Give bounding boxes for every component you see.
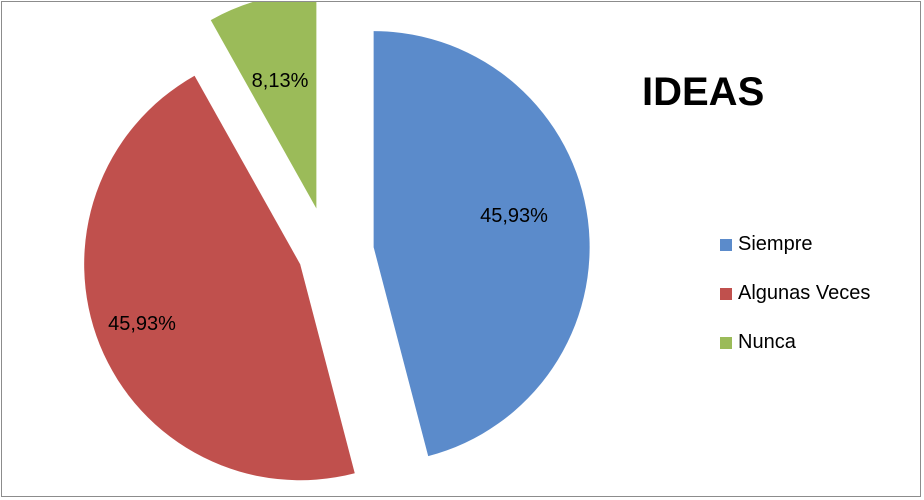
legend-item-algunas-veces: Algunas Veces: [720, 281, 870, 306]
pie-slice-siempre: [373, 31, 590, 457]
pie-slice-nunca: [210, 2, 317, 209]
slice-label-algunas-veces: 45,93%: [108, 313, 176, 335]
legend-swatch-nunca: [720, 336, 732, 349]
legend-item-nunca: Nunca: [720, 330, 870, 355]
legend-item-siempre: Siempre: [720, 232, 870, 257]
legend-swatch-siempre: [720, 238, 732, 251]
legend-label-siempre: Siempre: [738, 233, 813, 255]
legend-label-nunca: Nunca: [738, 331, 796, 353]
slice-label-siempre: 45,93%: [480, 205, 548, 227]
legend-label-algunas-veces: Algunas Veces: [738, 282, 871, 304]
legend: Siempre Algunas Veces Nunca: [720, 232, 870, 379]
legend-swatch-algunas-veces: [720, 287, 732, 300]
slice-label-nunca: 8,13%: [252, 70, 309, 92]
chart-title: IDEAS: [642, 70, 765, 114]
pie-slice-algunas-veces: [84, 75, 355, 481]
